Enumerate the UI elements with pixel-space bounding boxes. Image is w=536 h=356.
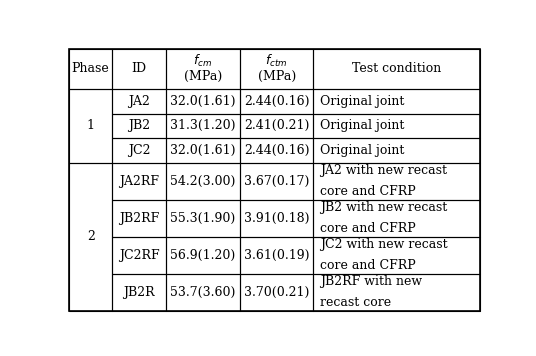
Text: ID: ID <box>131 62 147 75</box>
Text: 2: 2 <box>87 230 94 243</box>
Text: 55.3(1.90): 55.3(1.90) <box>170 212 236 225</box>
Bar <box>112 114 166 138</box>
Bar <box>112 163 166 200</box>
Bar <box>314 200 480 237</box>
Bar <box>240 89 314 114</box>
Text: 32.0(1.61): 32.0(1.61) <box>170 95 236 108</box>
Text: $f_{ctm}$: $f_{ctm}$ <box>265 53 288 69</box>
Bar <box>166 274 240 311</box>
Text: (MPa): (MPa) <box>257 70 296 83</box>
Text: Test condition: Test condition <box>352 62 441 75</box>
Bar <box>166 138 240 163</box>
Text: 3.61(0.19): 3.61(0.19) <box>244 249 309 262</box>
Bar <box>314 89 480 114</box>
Text: core and CFRP: core and CFRP <box>319 222 415 235</box>
Bar <box>240 138 314 163</box>
Text: JB2: JB2 <box>128 119 150 132</box>
Text: 31.3(1.20): 31.3(1.20) <box>170 119 236 132</box>
Text: 53.7(3.60): 53.7(3.60) <box>170 286 236 299</box>
Text: Phase: Phase <box>72 62 109 75</box>
Text: JB2RF: JB2RF <box>119 212 159 225</box>
Bar <box>314 274 480 311</box>
Bar <box>314 163 480 200</box>
Bar <box>240 114 314 138</box>
Text: JC2RF: JC2RF <box>119 249 159 262</box>
Text: Original joint: Original joint <box>319 144 404 157</box>
Bar <box>166 200 240 237</box>
Text: $f_{cm}$: $f_{cm}$ <box>193 53 213 69</box>
Text: 1: 1 <box>87 119 95 132</box>
Bar <box>112 138 166 163</box>
Bar <box>112 89 166 114</box>
Text: core and CFRP: core and CFRP <box>319 185 415 198</box>
Bar <box>240 49 314 89</box>
Bar <box>112 274 166 311</box>
Text: 3.91(0.18): 3.91(0.18) <box>244 212 309 225</box>
Bar <box>166 163 240 200</box>
Bar <box>166 49 240 89</box>
Text: JA2RF: JA2RF <box>119 175 159 188</box>
Text: 54.2(3.00): 54.2(3.00) <box>170 175 236 188</box>
Text: 2.41(0.21): 2.41(0.21) <box>244 119 309 132</box>
Text: JC2 with new recast: JC2 with new recast <box>319 239 447 251</box>
Text: 2.44(0.16): 2.44(0.16) <box>244 95 309 108</box>
Text: 32.0(1.61): 32.0(1.61) <box>170 144 236 157</box>
Bar <box>69 49 112 89</box>
Bar <box>166 114 240 138</box>
Text: JA2: JA2 <box>128 95 150 108</box>
Text: JC2: JC2 <box>128 144 150 157</box>
Bar <box>240 237 314 274</box>
Bar <box>314 237 480 274</box>
Text: (MPa): (MPa) <box>184 70 222 83</box>
Bar <box>240 274 314 311</box>
Text: core and CFRP: core and CFRP <box>319 259 415 272</box>
Text: 3.70(0.21): 3.70(0.21) <box>244 286 309 299</box>
Bar <box>314 114 480 138</box>
Bar <box>314 138 480 163</box>
Text: recast core: recast core <box>319 296 391 309</box>
Bar <box>69 89 112 163</box>
Bar <box>69 163 112 311</box>
Bar <box>166 237 240 274</box>
Bar <box>314 49 480 89</box>
Text: JA2 with new recast: JA2 with new recast <box>319 164 446 178</box>
Text: JB2RF with new: JB2RF with new <box>319 275 422 288</box>
Text: 56.9(1.20): 56.9(1.20) <box>170 249 236 262</box>
Text: 3.67(0.17): 3.67(0.17) <box>244 175 309 188</box>
Text: 2.44(0.16): 2.44(0.16) <box>244 144 309 157</box>
Text: JB2 with new recast: JB2 with new recast <box>319 201 447 214</box>
Bar <box>240 200 314 237</box>
Bar <box>112 49 166 89</box>
Text: Original joint: Original joint <box>319 95 404 108</box>
Text: JB2R: JB2R <box>123 286 155 299</box>
Bar <box>166 89 240 114</box>
Bar <box>240 163 314 200</box>
Bar <box>112 237 166 274</box>
Text: Original joint: Original joint <box>319 119 404 132</box>
Bar <box>112 200 166 237</box>
